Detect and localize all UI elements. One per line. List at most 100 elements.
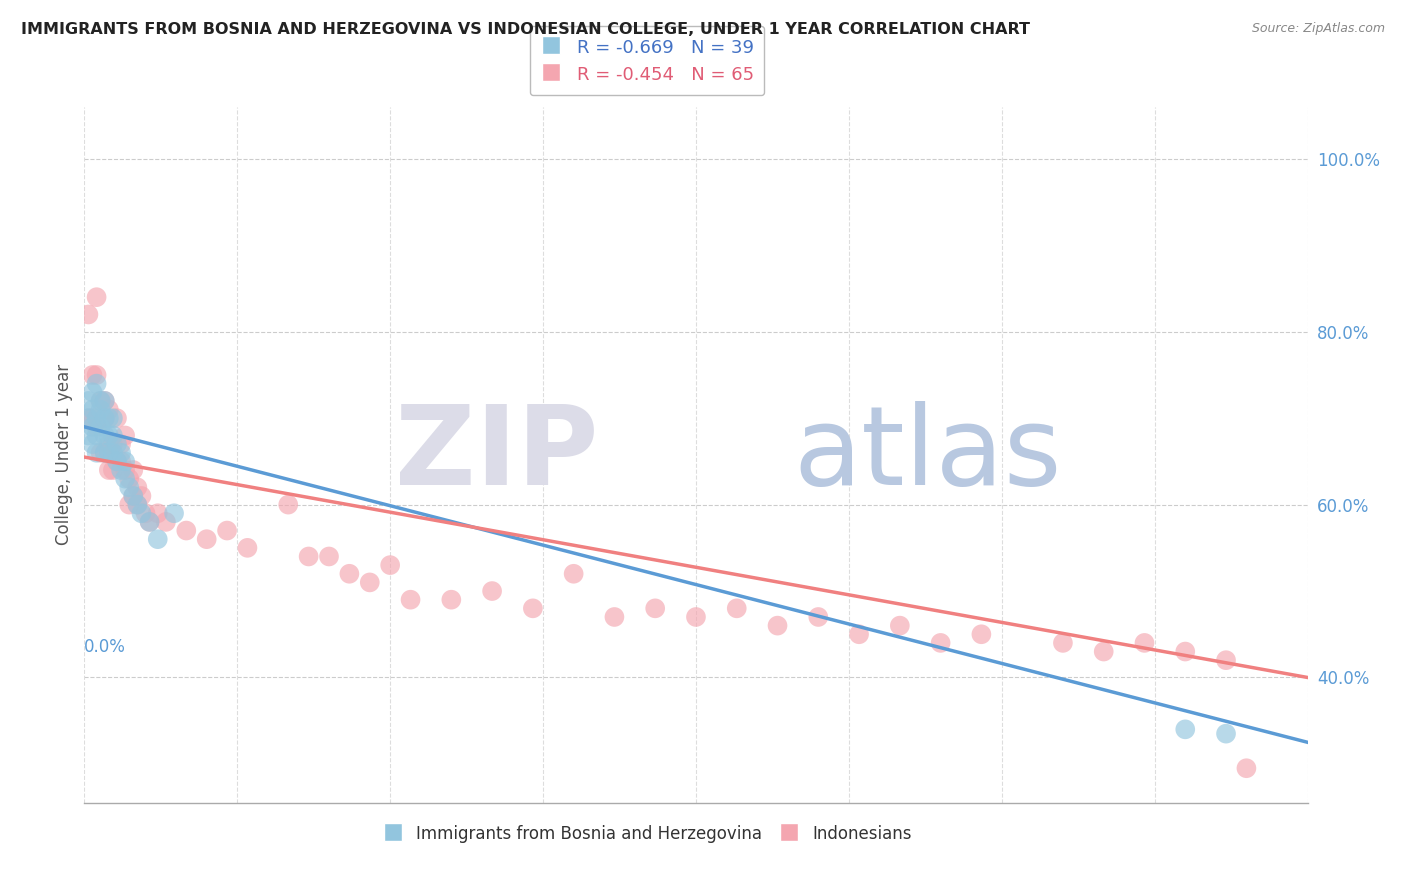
Point: [135, 506, 157, 520]
Point: [110, 463, 132, 477]
Legend: Immigrants from Bosnia and Herzegovina, Indonesians: Immigrants from Bosnia and Herzegovina, …: [375, 818, 918, 850]
Text: atlas: atlas: [794, 401, 1063, 508]
Point: [82, 368, 104, 382]
Point: [522, 601, 544, 615]
Point: [1133, 636, 1156, 650]
Point: [122, 489, 145, 503]
Point: [97, 437, 120, 451]
Point: [86, 428, 108, 442]
Point: [90, 420, 112, 434]
Point: [93, 393, 115, 408]
Point: [277, 498, 299, 512]
Point: [105, 454, 128, 468]
Point: [318, 549, 340, 564]
Point: [82, 437, 104, 451]
Point: [127, 480, 149, 494]
Point: [127, 498, 149, 512]
Point: [118, 480, 141, 494]
Point: [848, 627, 870, 641]
Point: [82, 411, 104, 425]
Point: [1236, 761, 1258, 775]
Point: [174, 524, 197, 538]
Point: [86, 446, 108, 460]
Point: [77, 411, 100, 425]
Point: [105, 437, 128, 451]
Point: [138, 515, 160, 529]
Point: [236, 541, 259, 555]
Point: [163, 506, 186, 520]
Point: [77, 308, 100, 322]
Point: [86, 290, 108, 304]
Point: [1215, 726, 1237, 740]
Point: [97, 446, 120, 460]
Point: [82, 385, 104, 400]
Point: [97, 463, 120, 477]
Point: [138, 515, 160, 529]
Point: [86, 376, 108, 391]
Point: [114, 428, 136, 442]
Point: [77, 393, 100, 408]
Point: [97, 428, 120, 442]
Y-axis label: College, Under 1 year: College, Under 1 year: [55, 364, 73, 546]
Point: [90, 393, 112, 408]
Point: [122, 489, 145, 503]
Point: [146, 532, 169, 546]
Point: [110, 437, 132, 451]
Point: [1215, 653, 1237, 667]
Point: [380, 558, 402, 573]
Text: Source: ZipAtlas.com: Source: ZipAtlas.com: [1251, 22, 1385, 36]
Point: [93, 411, 115, 425]
Point: [1174, 644, 1197, 658]
Point: [359, 575, 381, 590]
Point: [1174, 723, 1197, 737]
Point: [114, 472, 136, 486]
Point: [889, 618, 911, 632]
Point: [82, 402, 104, 417]
Point: [97, 411, 120, 425]
Point: [970, 627, 993, 641]
Point: [101, 428, 124, 442]
Text: ZIP: ZIP: [395, 401, 598, 508]
Point: [481, 584, 503, 599]
Point: [562, 566, 585, 581]
Point: [101, 463, 124, 477]
Point: [127, 498, 149, 512]
Point: [217, 524, 239, 538]
Point: [105, 411, 128, 425]
Point: [603, 610, 626, 624]
Point: [114, 454, 136, 468]
Text: 0.0%: 0.0%: [84, 638, 127, 656]
Point: [807, 610, 830, 624]
Point: [93, 446, 115, 460]
Point: [101, 411, 124, 425]
Point: [101, 437, 124, 451]
Point: [114, 463, 136, 477]
Point: [195, 532, 218, 546]
Point: [298, 549, 321, 564]
Point: [110, 446, 132, 460]
Point: [399, 592, 422, 607]
Point: [766, 618, 789, 632]
Point: [929, 636, 952, 650]
Point: [685, 610, 707, 624]
Point: [93, 446, 115, 460]
Point: [131, 506, 153, 520]
Point: [1052, 636, 1074, 650]
Point: [110, 454, 132, 468]
Point: [440, 592, 463, 607]
Point: [90, 446, 112, 460]
Point: [118, 472, 141, 486]
Point: [118, 498, 141, 512]
Point: [90, 393, 112, 408]
Text: IMMIGRANTS FROM BOSNIA AND HERZEGOVINA VS INDONESIAN COLLEGE, UNDER 1 YEAR CORRE: IMMIGRANTS FROM BOSNIA AND HERZEGOVINA V…: [21, 22, 1031, 37]
Point: [93, 393, 115, 408]
Point: [77, 411, 100, 425]
Point: [1092, 644, 1115, 658]
Point: [97, 402, 120, 417]
Point: [105, 454, 128, 468]
Point: [131, 489, 153, 503]
Point: [82, 420, 104, 434]
Point: [122, 463, 145, 477]
Point: [146, 506, 169, 520]
Point: [77, 428, 100, 442]
